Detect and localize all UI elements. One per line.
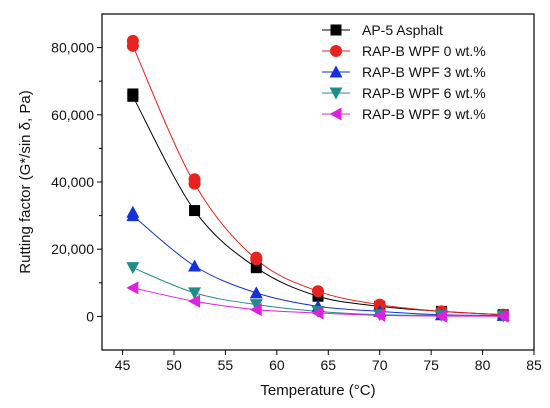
legend-marker [329,107,342,121]
y-tick-label: 40,000 [51,174,94,190]
data-point [249,299,263,312]
x-tick-label: 85 [526,357,542,373]
data-point [188,259,202,272]
axis-ticks: 45 50 55 60 65 70 75 80 85 0 20,000 40,000 60,000 80,… [51,40,542,373]
x-axis-label: Temperature (°C) [260,382,375,399]
legend-entry-label: RAP-B WPF 6 wt.% [362,85,486,101]
legend-entry-label: AP-5 Asphalt [362,22,443,38]
x-tick-label: 70 [372,357,388,373]
data-point [250,262,262,274]
x-tick-label: 60 [269,357,285,373]
legend-marker [329,87,343,100]
data-point [249,303,262,317]
legend-entry-label: RAP-B WPF 0 wt.% [362,43,486,59]
y-tick-label: 80,000 [51,40,94,56]
data-point-replicate [126,205,140,218]
data-point-replicate [250,251,263,264]
x-tick-label: 55 [218,357,234,373]
series-markers [126,34,510,323]
data-point [126,262,140,275]
x-tick-label: 65 [320,357,336,373]
data-point [188,294,201,308]
data-point [249,286,263,299]
data-point [126,281,139,295]
series-line [132,96,504,316]
data-point [373,298,386,311]
x-tick-label: 50 [166,357,182,373]
data-point [434,309,447,323]
legend-entry-label: RAP-B WPF 3 wt.% [362,64,486,80]
data-point [188,287,202,300]
data-point-replicate [127,88,139,100]
y-tick-label: 60,000 [51,107,94,123]
y-tick-label: 0 [86,308,94,324]
x-tick-label: 45 [115,357,131,373]
legend-marker [330,45,342,57]
y-axis-label: Rutting factor (G*/sin δ, Pa) [17,90,34,273]
legend-marker [330,24,342,36]
data-point-replicate [188,173,201,186]
data-point [311,306,324,320]
data-point [373,308,386,322]
legend-marker [329,65,343,78]
data-point [189,205,201,217]
data-point [496,309,509,323]
x-tick-label: 80 [475,357,491,373]
data-point [312,285,324,298]
legend-entry-label: RAP-B WPF 9 wt.% [362,106,486,122]
y-tick-label: 20,000 [51,241,94,257]
x-tick-label: 75 [423,357,439,373]
data-point-replicate [126,34,139,47]
legend: AP-5 Asphalt RAP-B WPF 0 wt.% RAP-B WPF 3 … [322,22,486,122]
